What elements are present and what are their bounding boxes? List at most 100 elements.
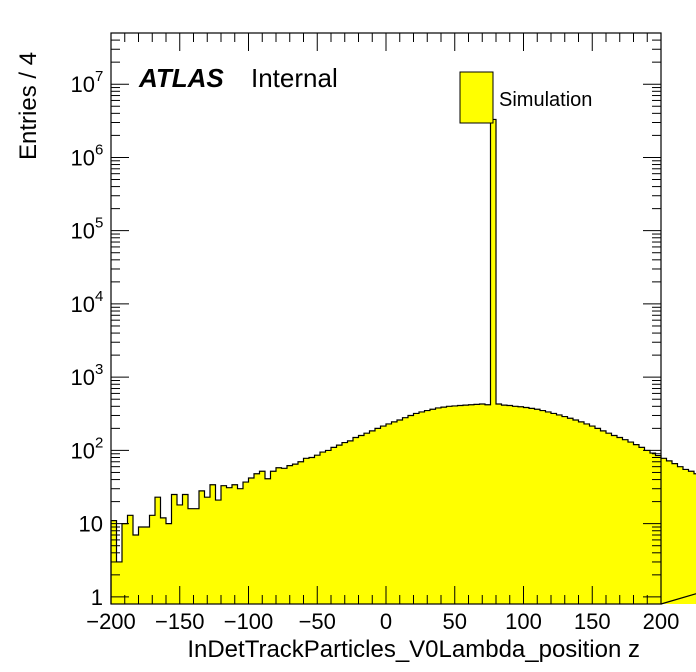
histogram-bin <box>622 439 628 604</box>
histogram-bin <box>182 494 188 604</box>
histogram-bin <box>248 478 254 604</box>
y-tick-label: 10 <box>71 72 95 97</box>
histogram-bin <box>534 409 540 604</box>
histogram-bin <box>677 466 683 604</box>
histogram-bin <box>364 433 370 604</box>
y-tick-exponent: 6 <box>95 141 103 158</box>
histogram-bin <box>496 404 502 604</box>
histogram-bin <box>320 452 326 604</box>
histogram-bin <box>347 440 353 604</box>
histogram-bin <box>639 447 645 604</box>
histogram-bin <box>611 435 617 604</box>
histogram-bin <box>529 408 535 604</box>
histogram-bin <box>204 497 210 604</box>
histogram-bin <box>683 469 689 604</box>
x-tick-label: −50 <box>299 609 336 634</box>
histogram-bin <box>463 405 469 604</box>
y-tick-exponent: 7 <box>95 68 103 85</box>
histogram-bin <box>166 523 172 604</box>
histogram-bin <box>298 461 304 604</box>
histogram-bin <box>155 497 161 604</box>
histogram-bin <box>573 420 579 604</box>
histogram-bin <box>133 535 139 604</box>
histogram-bin <box>507 405 513 604</box>
histogram-bin <box>490 119 496 604</box>
histogram-bin <box>309 457 315 604</box>
legend-label: Simulation <box>499 89 592 111</box>
legend-swatch <box>459 71 494 124</box>
histogram-bin <box>380 426 386 604</box>
histogram-bin <box>342 442 348 604</box>
histogram-bin <box>457 405 463 604</box>
x-tick-label: −200 <box>86 609 136 634</box>
histogram-bin <box>452 405 458 604</box>
histogram-bin <box>562 416 568 604</box>
histogram-bin <box>606 433 612 604</box>
histogram-bin <box>358 435 364 604</box>
histogram-bin <box>644 450 650 604</box>
histogram-bin <box>479 404 485 604</box>
histogram-bin <box>331 447 337 604</box>
histogram-bin <box>584 423 590 604</box>
histogram-bin <box>254 473 260 604</box>
y-tick-label: 1 <box>91 585 103 610</box>
histogram-bin <box>518 406 524 604</box>
x-tick-label: 50 <box>443 609 467 634</box>
plot-frame <box>110 32 662 605</box>
histogram-bin <box>336 445 342 604</box>
histogram-bin <box>402 417 408 604</box>
histogram-bars <box>110 118 696 605</box>
histogram-bin <box>188 508 194 604</box>
histogram-bin <box>430 409 436 604</box>
y-tick-label: 10 <box>71 438 95 463</box>
y-tick-label: 10 <box>79 512 103 537</box>
histogram-bin <box>595 428 601 604</box>
histogram-bin <box>127 515 133 604</box>
histogram-bin <box>149 515 155 604</box>
histogram-bin <box>314 455 320 604</box>
histogram-bin <box>292 464 298 604</box>
x-tick-labels: −200 −150 −100 −50 0 50 100 150 200 <box>86 609 679 634</box>
histogram-bin <box>419 411 425 604</box>
histogram-bin <box>193 508 199 604</box>
histogram-bin <box>694 473 696 604</box>
histogram-bin <box>650 453 656 604</box>
histogram-bin <box>270 471 276 604</box>
histogram-bin <box>540 410 546 604</box>
histogram-bin <box>144 527 150 604</box>
axis-ticks <box>110 32 662 604</box>
histogram-bin <box>237 488 243 604</box>
histogram-bin <box>468 404 474 604</box>
y-tick-exponent: 2 <box>95 434 103 451</box>
histogram-bin <box>259 471 265 604</box>
y-tick-exponent: 3 <box>95 361 103 378</box>
histogram-bin <box>523 407 529 604</box>
histogram-bin <box>435 407 441 604</box>
histogram-bin <box>287 465 293 604</box>
y-tick-label: 10 <box>71 219 95 244</box>
x-tick-label: 0 <box>380 609 392 634</box>
histogram-bin <box>666 460 672 604</box>
histogram-bin <box>567 418 573 604</box>
x-tick-label: 150 <box>574 609 611 634</box>
x-tick-label: −150 <box>155 609 205 634</box>
histogram-bin <box>512 406 518 604</box>
histogram-bin <box>617 437 623 604</box>
histogram-bin <box>413 413 419 604</box>
histogram-bin <box>221 485 227 604</box>
histogram-bin <box>276 467 282 604</box>
y-tick-label: 10 <box>71 145 95 170</box>
histogram-bin <box>441 407 447 604</box>
histogram-bin <box>474 404 480 604</box>
histogram-bin <box>226 487 232 604</box>
histogram-bin <box>424 410 430 604</box>
histogram-bin <box>375 428 381 604</box>
histogram-bin <box>408 415 414 604</box>
histogram-bin <box>177 504 183 604</box>
internal-label: Internal <box>251 63 338 93</box>
histogram-bin <box>397 420 403 604</box>
y-tick-exponent: 4 <box>95 288 103 305</box>
y-tick-label: 10 <box>71 292 95 317</box>
